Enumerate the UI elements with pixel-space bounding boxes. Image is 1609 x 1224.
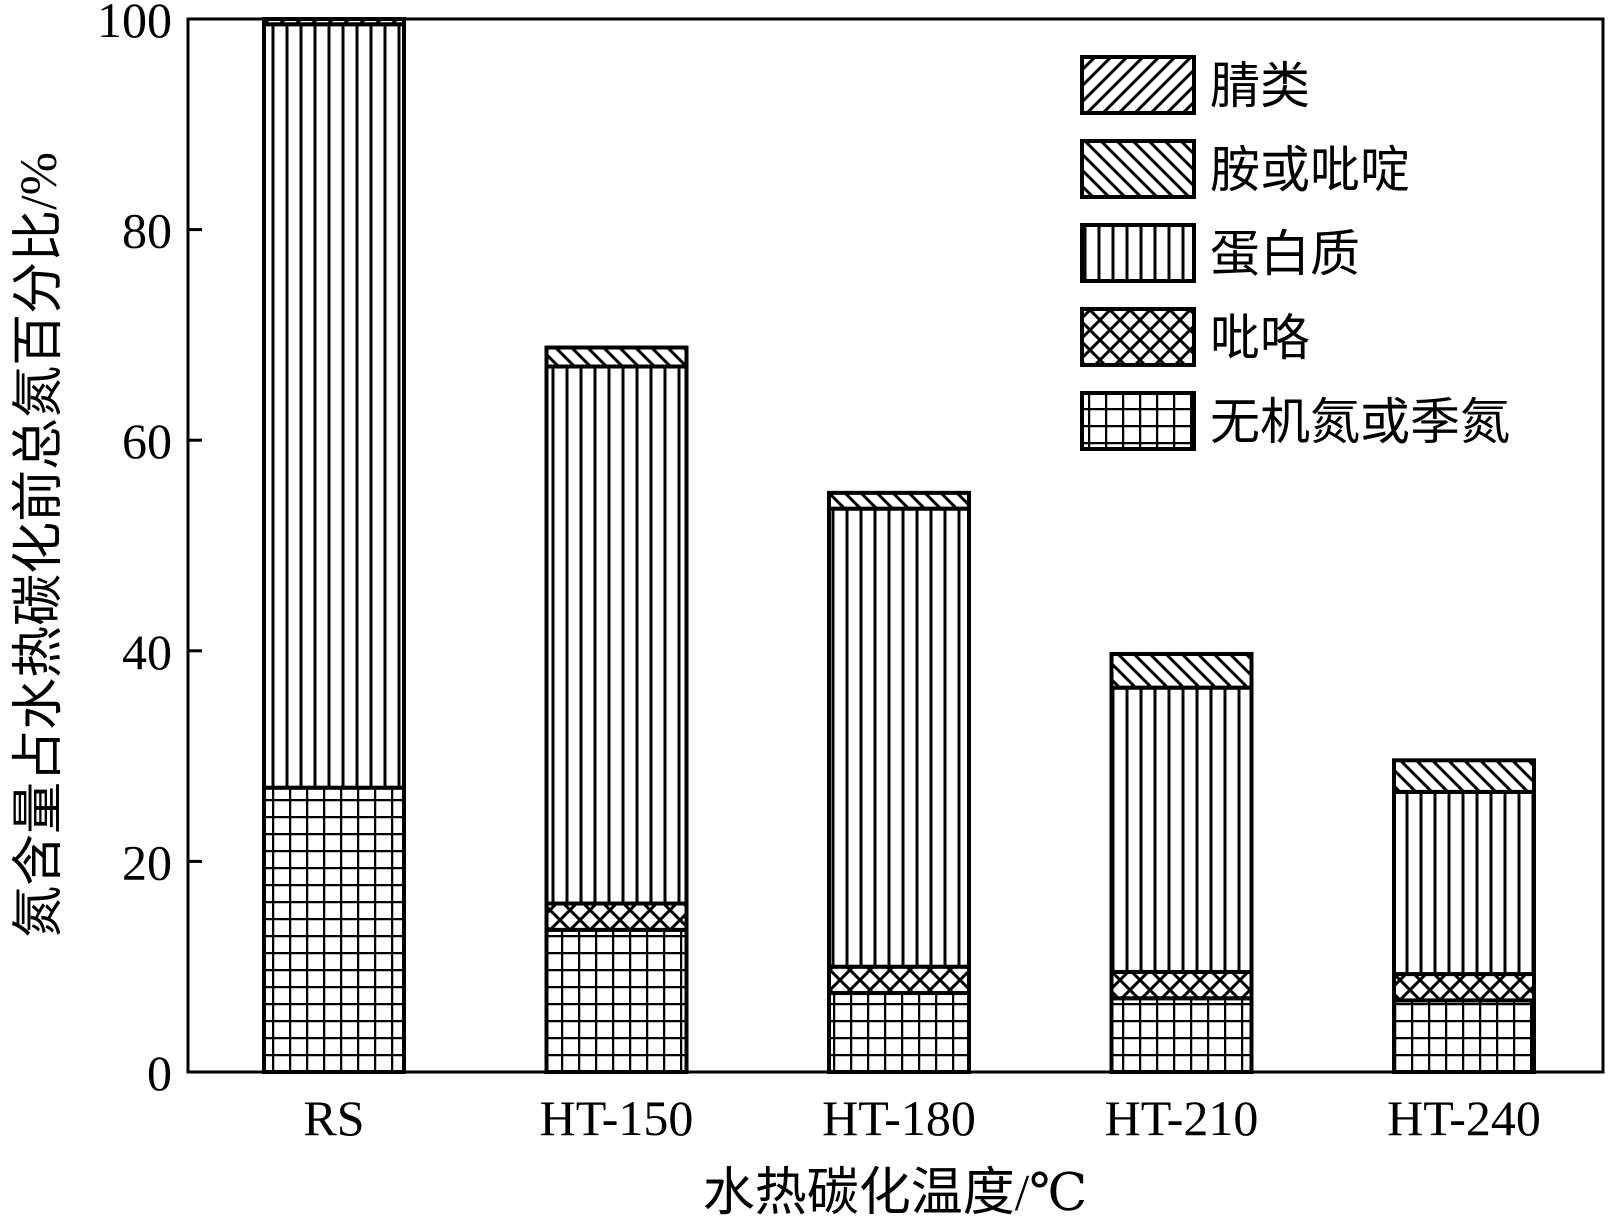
y-tick-label: 100 (97, 0, 172, 48)
bar-segment (544, 901, 689, 932)
legend-label: 腈类 (1210, 58, 1310, 114)
y-tick-label: 60 (122, 413, 172, 469)
bar-segment (1392, 789, 1536, 977)
legend-swatch (1080, 139, 1196, 199)
bar-segment (827, 964, 971, 996)
bar-segment (544, 345, 689, 369)
bar-segment (1392, 972, 1536, 1003)
legend-swatch (1080, 307, 1196, 367)
y-tick-label: 40 (122, 624, 172, 680)
bar-segment (1109, 969, 1254, 1001)
x-axis: RS HT-150 HT-180 HT-210 HT-240 (303, 1090, 1540, 1146)
bar-segment (1392, 758, 1536, 794)
bar-segment (262, 17, 406, 27)
bar-segment (262, 22, 406, 790)
legend-swatch (1080, 391, 1196, 451)
legend-label: 吡咯 (1210, 310, 1310, 366)
legend-swatch (1080, 55, 1196, 115)
y-tick-label: 0 (147, 1045, 172, 1101)
bar-segment (827, 506, 971, 969)
legend-swatch (1080, 223, 1196, 283)
x-tick-label: HT-150 (540, 1090, 694, 1146)
bar-segment (262, 785, 406, 1074)
bar-segment (1392, 998, 1536, 1074)
bar-segment (1109, 685, 1254, 974)
legend-label: 无机氮或季氮 (1210, 394, 1510, 450)
bars (262, 17, 1536, 1075)
x-tick-label: HT-240 (1387, 1090, 1541, 1146)
bar-segment (827, 991, 971, 1075)
bar-segment (827, 490, 971, 511)
x-tick-label: HT-210 (1105, 1090, 1259, 1146)
bar-segment (1109, 651, 1254, 690)
legend-label: 胺或吡啶 (1210, 142, 1410, 198)
y-tick-label: 20 (122, 834, 172, 890)
bar-segment (544, 364, 689, 906)
bar-segment (1109, 996, 1254, 1074)
x-tick-label: HT-180 (822, 1090, 976, 1146)
y-axis-title: 氮含量占水热碳化前总氮百分比/% (11, 152, 68, 938)
y-tick-label: 80 (122, 203, 172, 259)
legend-label: 蛋白质 (1210, 226, 1360, 282)
y-axis: 0 20 40 60 80 100 (97, 0, 202, 1101)
x-tick-label: RS (303, 1090, 364, 1146)
bar-segment (544, 927, 689, 1074)
x-axis-title: 水热碳化温度/℃ (703, 1165, 1088, 1222)
